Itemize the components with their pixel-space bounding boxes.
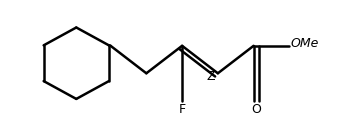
Text: F: F xyxy=(179,103,186,116)
Text: OMe: OMe xyxy=(291,37,319,50)
Text: O: O xyxy=(251,103,261,116)
Text: Z: Z xyxy=(206,70,215,83)
